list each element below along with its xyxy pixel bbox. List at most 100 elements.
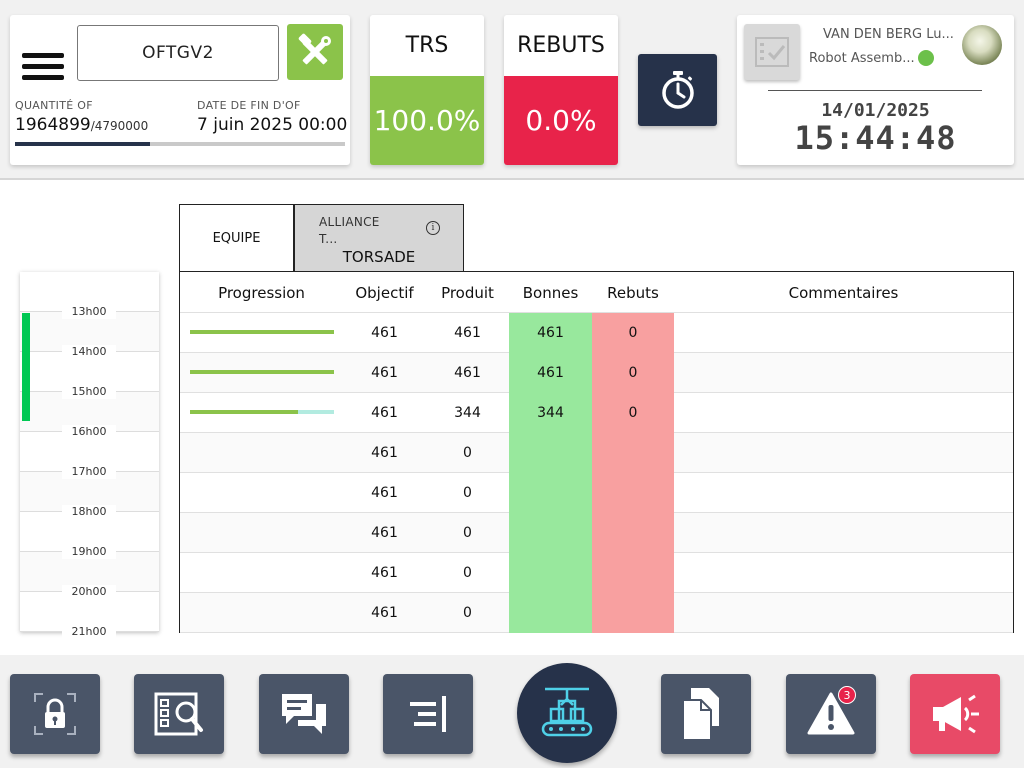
align-icon bbox=[410, 696, 446, 732]
comment-cell[interactable] bbox=[674, 353, 1013, 393]
alerts-badge: 3 bbox=[838, 686, 856, 704]
comment-cell[interactable] bbox=[674, 313, 1013, 353]
rebuts-kpi[interactable]: REBUTS 0.0% bbox=[504, 15, 618, 165]
bonnes-cell bbox=[509, 593, 592, 633]
lock-button[interactable] bbox=[10, 674, 100, 754]
produit-cell: 0 bbox=[463, 445, 472, 461]
produit-cell: 461 bbox=[454, 325, 481, 341]
timeline-hour-label: 19h00 bbox=[62, 545, 116, 559]
table-row[interactable]: 461 0 bbox=[180, 593, 1013, 633]
progress-cell bbox=[180, 553, 343, 593]
timeline-hour-label: 18h00 bbox=[62, 505, 116, 519]
table-row[interactable]: 461 344 344 0 bbox=[180, 393, 1013, 433]
progress-cell bbox=[180, 433, 343, 473]
stopwatch-button[interactable] bbox=[638, 54, 717, 126]
produit-cell: 0 bbox=[463, 565, 472, 581]
objectif-cell: 461 bbox=[371, 405, 398, 421]
footer-toolbar: 3 bbox=[0, 655, 1024, 768]
tab-alliance[interactable]: ALLIANCE T... i TORSADE bbox=[294, 204, 464, 272]
progress-cell bbox=[180, 313, 343, 353]
comment-cell[interactable] bbox=[674, 393, 1013, 433]
tools-button[interactable] bbox=[287, 24, 343, 80]
of-card: OFTGV2 QUANTITÉ OF DATE DE FIN D'OF 1964… bbox=[10, 15, 350, 165]
info-icon[interactable]: i bbox=[426, 221, 440, 235]
tools-icon bbox=[298, 33, 331, 65]
rebuts-cell bbox=[592, 513, 674, 553]
timeline-hour-label: 14h00 bbox=[62, 345, 116, 359]
current-time: 15:44:48 bbox=[794, 119, 957, 157]
quantity-total: /4790000 bbox=[90, 119, 149, 133]
of-code-field[interactable]: OFTGV2 bbox=[77, 25, 279, 81]
announce-button[interactable] bbox=[910, 674, 1000, 754]
produit-cell: 344 bbox=[454, 405, 481, 421]
status-indicator bbox=[918, 50, 934, 66]
bonnes-cell bbox=[509, 513, 592, 553]
objectif-cell: 461 bbox=[371, 365, 398, 381]
tab-equipe[interactable]: EQUIPE bbox=[179, 204, 294, 272]
conveyor-button[interactable] bbox=[517, 663, 617, 763]
row-progress-fill bbox=[190, 330, 334, 334]
lock-icon bbox=[34, 693, 76, 735]
hour-timeline[interactable]: 13h00 14h00 15h00 16h00 17h00 18h00 19h00 20h00… bbox=[20, 272, 159, 639]
align-button[interactable] bbox=[383, 674, 473, 754]
objectif-cell: 461 bbox=[371, 485, 398, 501]
table-row[interactable]: 461 461 461 0 bbox=[180, 313, 1013, 353]
rebuts-cell bbox=[592, 593, 674, 633]
end-date-value: 7 juin 2025 00:00 bbox=[197, 115, 348, 135]
bonnes-cell bbox=[509, 553, 592, 593]
header-rebuts: Rebuts bbox=[607, 283, 659, 302]
bonnes-cell bbox=[509, 473, 592, 513]
objectif-cell: 461 bbox=[371, 525, 398, 541]
row-progress-bar bbox=[190, 370, 334, 374]
table-row[interactable]: 461 0 bbox=[180, 553, 1013, 593]
documents-button[interactable] bbox=[661, 674, 751, 754]
comment-cell[interactable] bbox=[674, 433, 1013, 473]
chat-button[interactable] bbox=[259, 674, 349, 754]
table-header: Progression Objectif Produit Bonnes Rebu… bbox=[180, 272, 1013, 313]
bonnes-cell bbox=[509, 433, 592, 473]
timeline-hour-label: 16h00 bbox=[62, 425, 116, 439]
trs-kpi[interactable]: TRS 100.0% bbox=[370, 15, 484, 165]
timeline-hour-label: 15h00 bbox=[62, 385, 116, 399]
current-date: 14/01/2025 bbox=[821, 100, 930, 121]
row-progress-bar bbox=[190, 410, 334, 414]
progress-cell bbox=[180, 593, 343, 633]
megaphone-icon bbox=[933, 694, 979, 734]
trs-label: TRS bbox=[370, 15, 484, 76]
menu-icon[interactable] bbox=[22, 53, 64, 85]
objectif-cell: 461 bbox=[371, 605, 398, 621]
divider bbox=[768, 90, 982, 91]
alerts-button[interactable]: 3 bbox=[786, 674, 876, 754]
checklist-search-icon bbox=[154, 692, 203, 736]
table-row[interactable]: 461 0 bbox=[180, 473, 1013, 513]
checklist-search-button[interactable] bbox=[134, 674, 224, 754]
timeline-hour-label: 13h00 bbox=[62, 305, 116, 319]
comment-cell[interactable] bbox=[674, 553, 1013, 593]
checklist-button[interactable] bbox=[744, 24, 800, 80]
end-date-label: DATE DE FIN D'OF bbox=[197, 99, 301, 112]
avatar[interactable] bbox=[962, 25, 1002, 65]
produit-cell: 461 bbox=[454, 365, 481, 381]
produit-cell: 0 bbox=[463, 605, 472, 621]
row-progress-fill bbox=[190, 410, 298, 414]
warning-icon bbox=[807, 692, 855, 735]
rebuts-cell: 0 bbox=[592, 393, 674, 433]
alliance-label: ALLIANCE T... bbox=[319, 215, 380, 246]
of-progress-fill bbox=[15, 142, 151, 146]
comment-cell[interactable] bbox=[674, 473, 1013, 513]
header-commentaires: Commentaires bbox=[788, 283, 899, 302]
table-row[interactable]: 461 0 bbox=[180, 513, 1013, 553]
trs-value: 100.0% bbox=[370, 76, 484, 165]
progress-cell bbox=[180, 473, 343, 513]
objectif-cell: 461 bbox=[371, 565, 398, 581]
production-table: Progression Objectif Produit Bonnes Rebu… bbox=[179, 271, 1014, 633]
user-name: VAN DEN BERG Lu... bbox=[823, 27, 954, 42]
comment-cell[interactable] bbox=[674, 593, 1013, 633]
table-row[interactable]: 461 0 bbox=[180, 433, 1013, 473]
table-row[interactable]: 461 461 461 0 bbox=[180, 353, 1013, 393]
row-progress-bar bbox=[190, 330, 334, 334]
bonnes-cell: 461 bbox=[509, 313, 592, 353]
rebuts-cell bbox=[592, 553, 674, 593]
comment-cell[interactable] bbox=[674, 513, 1013, 553]
progress-cell bbox=[180, 393, 343, 433]
